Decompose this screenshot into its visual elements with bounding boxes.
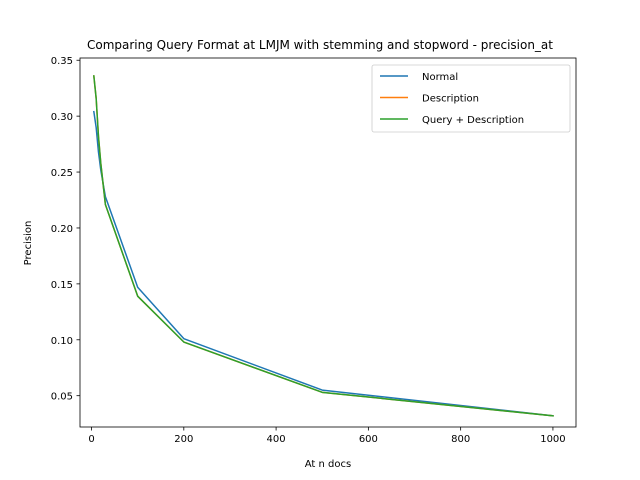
y-axis-label: Precision	[23, 221, 34, 266]
x-tick-label: 0	[88, 434, 94, 445]
legend-box	[371, 64, 571, 133]
x-tick-label: 800	[451, 434, 470, 445]
chart-title: Comparing Query Format at LMJM with stem…	[87, 38, 553, 52]
series-line-1	[92, 110, 554, 417]
x-tick-label: 600	[359, 434, 378, 445]
x-axis-label: At n docs	[305, 459, 351, 470]
plot-frame	[79, 57, 577, 428]
y-tick-label: 0.35	[51, 56, 73, 67]
y-tick-label: 0.15	[51, 280, 73, 291]
y-tick-label: 0.05	[51, 392, 73, 403]
legend-label-1: Normal	[422, 72, 458, 83]
y-axis: 0.05 0.10 0.15 0.20 0.25 0.30 0.35	[51, 56, 80, 403]
series-line-3	[93, 75, 554, 417]
y-tick-label: 0.20	[51, 224, 73, 235]
x-axis: 0 200 400 600 800 1000	[88, 427, 566, 445]
y-tick-label: 0.30	[51, 112, 73, 123]
legend-label-3: Query + Description	[422, 115, 524, 126]
legend: Normal Description Query + Description	[371, 64, 571, 133]
legend-items: Normal Description Query + Description	[380, 72, 524, 126]
y-tick-label: 0.25	[51, 168, 73, 179]
x-tick-label: 200	[174, 434, 193, 445]
x-tick-label: 1000	[540, 434, 565, 445]
x-tick-label: 400	[267, 434, 286, 445]
legend-label-2: Description	[422, 94, 479, 105]
y-tick-label: 0.10	[51, 336, 73, 347]
series-layer	[92, 75, 554, 417]
